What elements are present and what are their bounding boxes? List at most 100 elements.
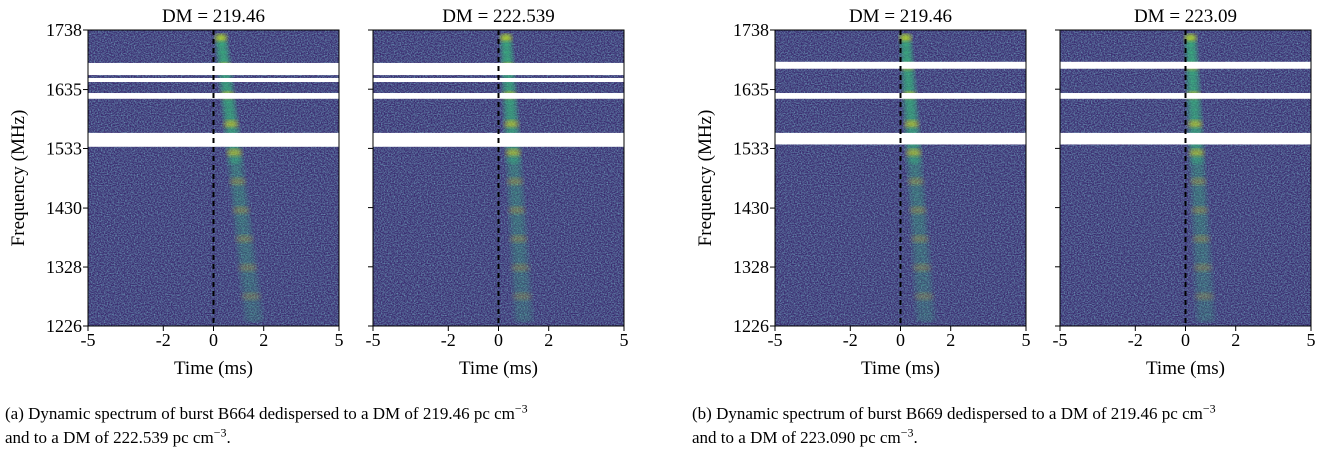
burst-emission: [511, 263, 530, 272]
burst-emission: [236, 242, 255, 251]
burst-emission: [215, 34, 228, 42]
caption-sup: −3: [514, 401, 528, 416]
burst-emission: [215, 41, 228, 50]
burst-emission: [902, 84, 916, 93]
burst-emission: [1189, 148, 1205, 157]
x-tick-label: -2: [843, 330, 858, 350]
burst-emission: [509, 235, 528, 244]
caption-sup: −3: [213, 425, 227, 440]
panel: DM = 223.09 -5 -2 0 2 5 Time (ms): [1053, 6, 1316, 379]
burst-emission: [231, 191, 248, 200]
burst-emission: [910, 227, 929, 236]
burst-emission: [900, 55, 914, 64]
burst-emission: [1190, 184, 1207, 193]
x-tick-label: -2: [1128, 330, 1143, 350]
burst-emission: [1193, 249, 1212, 258]
burst-emission: [235, 235, 254, 244]
x-tick-label: -2: [156, 330, 171, 350]
burst-emission: [1194, 285, 1214, 294]
x-tick-label: -5: [768, 330, 783, 350]
burst-emission: [907, 170, 924, 179]
burst-emission: [239, 270, 259, 279]
burst-emission: [1194, 292, 1215, 301]
burst-emission: [1195, 299, 1215, 308]
burst-emission: [241, 292, 261, 301]
burst-emission: [1186, 77, 1200, 86]
y-tick-label: 1635: [733, 80, 769, 100]
burst-emission: [510, 256, 530, 265]
burst-emission: [906, 156, 923, 165]
burst-emission: [502, 84, 516, 93]
caption: (b) Dynamic spectrum of burst B669 dedis…: [692, 402, 1330, 450]
burst-emission: [500, 41, 513, 50]
panel: DM = 222.539 -5 -2 0 2 5 Time (ms): [366, 6, 629, 379]
burst-emission: [233, 213, 251, 222]
burst-emission: [501, 55, 514, 64]
burst-emission: [503, 112, 519, 121]
x-tick-label: 2: [544, 330, 553, 350]
x-tick-label: 5: [620, 330, 629, 350]
burst-emission: [503, 98, 518, 107]
burst-emission: [231, 199, 249, 208]
caption: (a) Dynamic spectrum of burst B664 dedis…: [5, 402, 645, 450]
burst-emission: [1184, 34, 1197, 42]
burst-emission: [1189, 156, 1205, 165]
burst-emission: [906, 163, 923, 172]
y-tick-label: 1738: [46, 20, 82, 40]
burst-emission: [907, 177, 924, 186]
burst-emission: [221, 98, 236, 107]
burst-emission: [913, 270, 932, 279]
burst-emission: [909, 199, 926, 208]
burst-emission: [232, 206, 250, 215]
x-axis-label: Time (ms): [861, 358, 940, 379]
burst-emission: [911, 242, 930, 251]
x-tick-label: -5: [1053, 330, 1068, 350]
y-tick-label: 1226: [46, 316, 82, 336]
burst-emission: [1192, 227, 1210, 236]
burst-emission: [511, 270, 531, 279]
x-tick-label: 0: [209, 330, 218, 350]
burst-emission: [914, 299, 935, 308]
burst-emission: [915, 306, 935, 315]
burst-emission: [901, 69, 915, 78]
burst-emission: [238, 263, 258, 272]
masked-band: [88, 77, 339, 83]
burst-emission: [908, 191, 926, 200]
burst-emission: [899, 34, 912, 42]
burst-emission: [229, 177, 246, 186]
caption-text: .: [226, 428, 231, 447]
burst-emission: [506, 170, 523, 179]
caption-sup: −3: [1202, 401, 1216, 416]
x-tick-label: -2: [441, 330, 456, 350]
burst-emission: [914, 292, 934, 301]
burst-emission: [1187, 112, 1202, 121]
burst-emission: [226, 148, 243, 157]
burst-emission: [508, 206, 526, 215]
burst-emission: [513, 314, 534, 322]
y-tick-label: 1738: [733, 20, 769, 40]
burst-emission: [909, 206, 927, 215]
burst-emission: [1193, 270, 1213, 279]
panel: DM = 219.46 -5 -2 0 2 5 Time (ms) 1226 1328 1430 1…: [695, 6, 1031, 379]
burst-emission: [899, 41, 913, 50]
burst-emission: [216, 48, 229, 57]
burst-emission: [510, 249, 529, 258]
burst-emission: [243, 314, 264, 322]
burst-emission: [1187, 98, 1201, 107]
burst-emission: [1185, 69, 1199, 78]
burst-emission: [1191, 206, 1209, 215]
burst-emission: [903, 105, 918, 114]
x-tick-label: 5: [1307, 330, 1316, 350]
burst-emission: [1190, 191, 1208, 200]
burst-emission: [230, 184, 247, 193]
caption-sup: −3: [900, 425, 914, 440]
burst-emission: [1185, 55, 1198, 64]
burst-emission: [1192, 242, 1211, 251]
burst-emission: [908, 184, 925, 193]
burst-emission: [506, 177, 524, 186]
x-tick-label: 0: [494, 330, 503, 350]
burst-emission: [911, 249, 931, 258]
burst-emission: [234, 227, 253, 236]
burst-emission: [223, 112, 238, 121]
